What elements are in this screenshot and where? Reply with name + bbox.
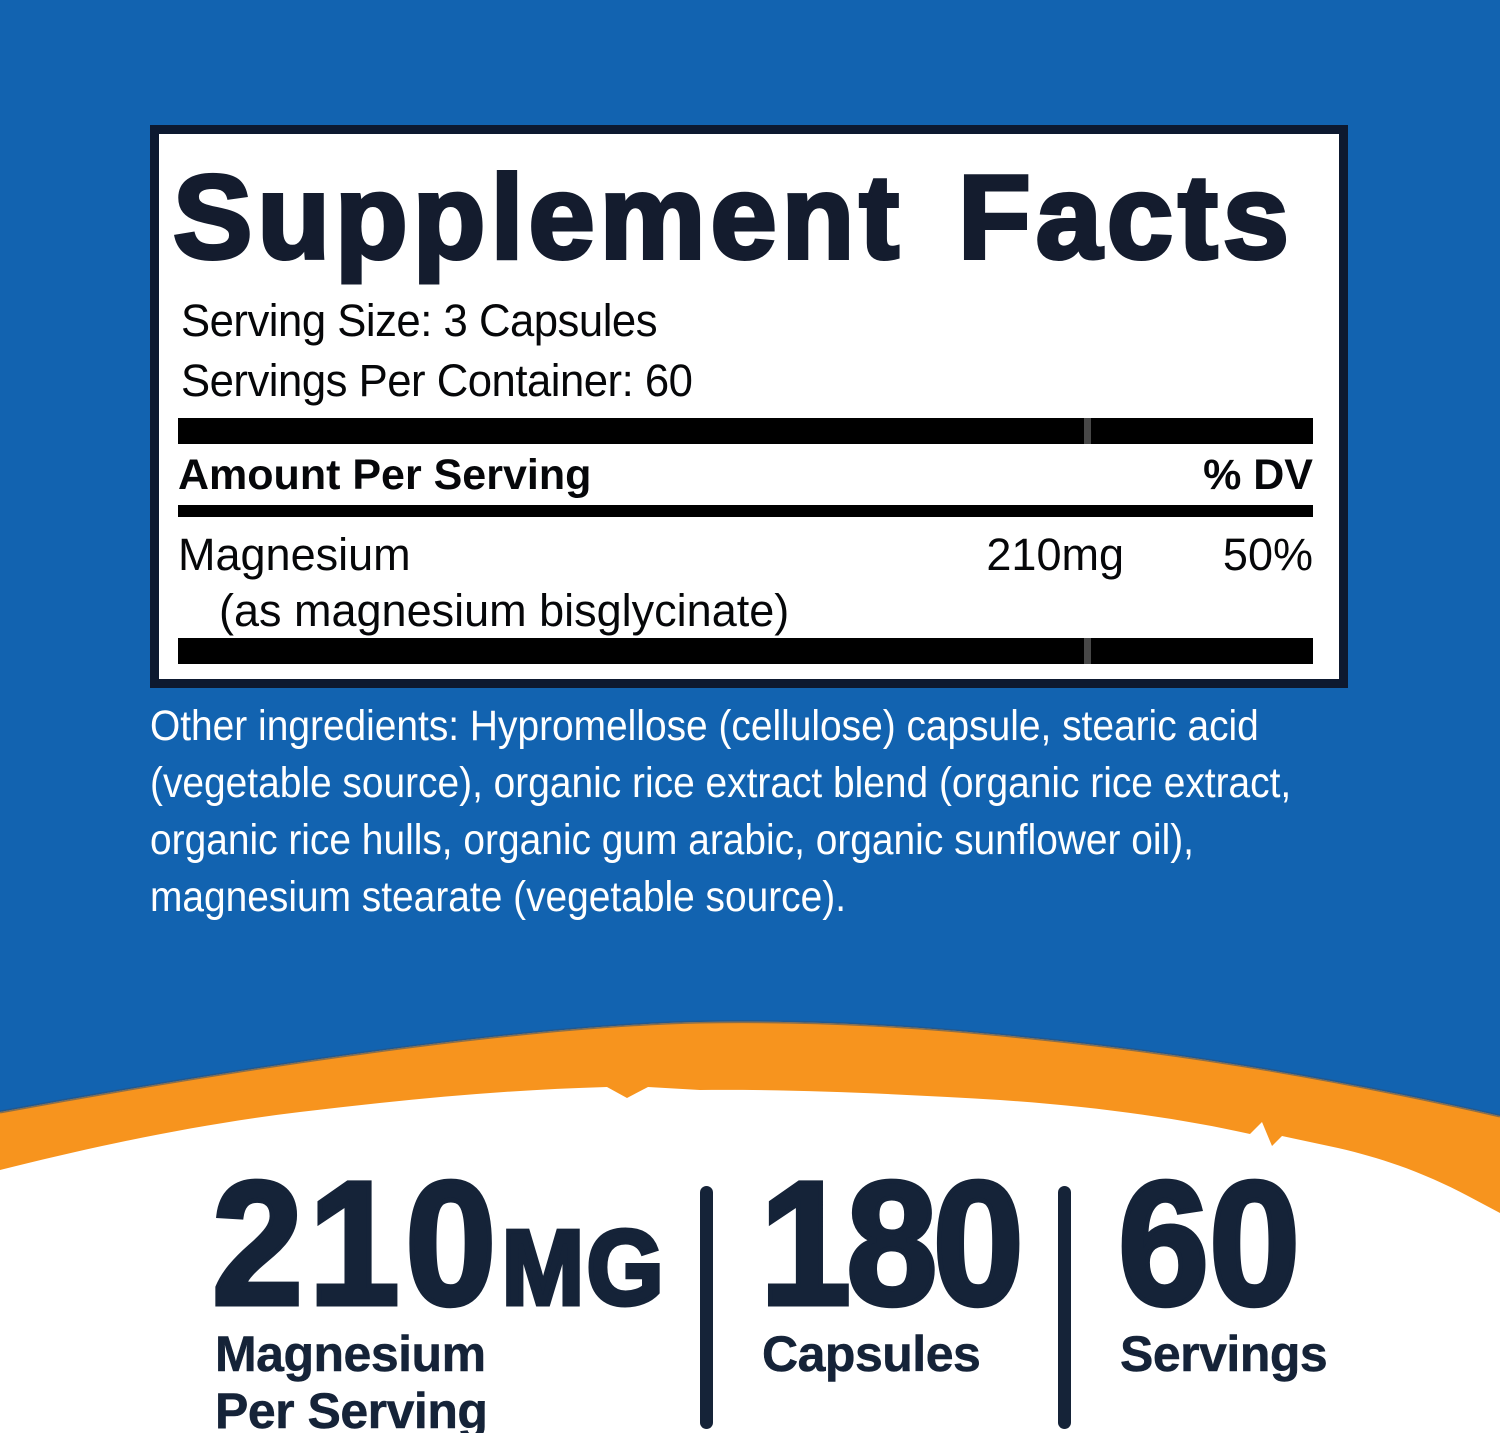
stat-divider bbox=[700, 1186, 713, 1429]
stat-number-text: 210 bbox=[210, 1146, 502, 1342]
servings-per-container: Servings Per Container: 60 bbox=[181, 355, 693, 406]
stat-label-line: Magnesium bbox=[215, 1326, 487, 1383]
separator-bar-top bbox=[178, 418, 1313, 444]
stat-label-line: Capsules bbox=[762, 1326, 981, 1383]
stat-label-line: Servings bbox=[1120, 1326, 1328, 1383]
stat-label-line: Per Serving bbox=[215, 1383, 488, 1433]
stat-label-magnesium: Magnesium Per Serving bbox=[215, 1326, 488, 1433]
stat-divider bbox=[1058, 1186, 1071, 1429]
nutrient-detail: (as magnesium bisglycinate) bbox=[219, 585, 790, 636]
stat-value-magnesium: 210MG bbox=[210, 1154, 667, 1335]
amount-per-serving-header: Amount Per Serving bbox=[178, 451, 592, 499]
nutrient-amount: 210mg bbox=[986, 529, 1124, 580]
stat-label-servings: Servings bbox=[1120, 1326, 1328, 1383]
stat-unit-text: MG bbox=[500, 1209, 667, 1327]
nutrient-dv: 50% bbox=[1222, 529, 1313, 580]
stat-number-text: 60 bbox=[1116, 1146, 1303, 1342]
stat-label-capsules: Capsules bbox=[762, 1326, 981, 1383]
other-ingredients: Other ingredients: Hypromellose (cellulo… bbox=[150, 698, 1291, 926]
stat-number-text: 180 bbox=[758, 1146, 1026, 1342]
other-ingredients-line: organic rice hulls, organic gum arabic, … bbox=[150, 817, 1194, 864]
stat-value-capsules: 180 bbox=[758, 1154, 1026, 1335]
supplement-facts-panel: Supplement Facts Serving Size: 3 Capsule… bbox=[150, 125, 1348, 688]
separator-rule-thin bbox=[178, 505, 1313, 517]
nutrient-row: Magnesium 210mg 50% bbox=[178, 530, 1313, 580]
separator-bar-bottom bbox=[178, 638, 1313, 664]
orange-swoosh bbox=[0, 1021, 1500, 1213]
other-ingredients-line: Other ingredients: Hypromellose (cellulo… bbox=[150, 703, 1259, 750]
nutrient-name: Magnesium bbox=[178, 529, 411, 580]
panel-title: Supplement Facts bbox=[171, 151, 1294, 284]
stat-value-servings: 60 bbox=[1116, 1154, 1303, 1335]
other-ingredients-line: (vegetable source), organic rice extract… bbox=[150, 760, 1292, 807]
other-ingredients-line: magnesium stearate (vegetable source). bbox=[150, 874, 847, 921]
column-header-row: Amount Per Serving % DV bbox=[178, 451, 1313, 499]
swoosh-top-edge bbox=[0, 1020, 1500, 1118]
serving-size: Serving Size: 3 Capsules bbox=[181, 295, 658, 346]
percent-dv-header: % DV bbox=[1203, 451, 1313, 499]
